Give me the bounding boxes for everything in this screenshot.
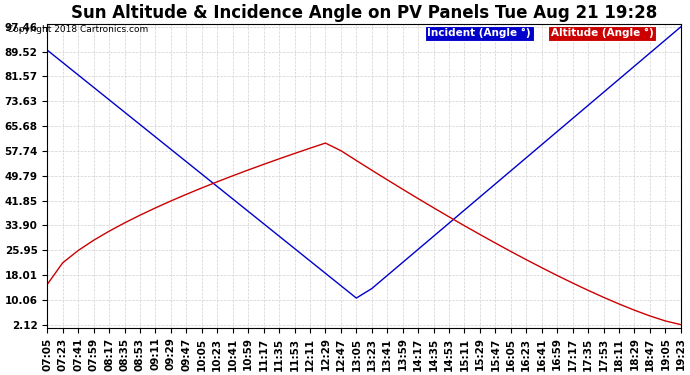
Text: Incident (Angle °): Incident (Angle °) [427, 28, 531, 38]
Text: Altitude (Angle °): Altitude (Angle °) [551, 28, 653, 38]
Title: Sun Altitude & Incidence Angle on PV Panels Tue Aug 21 19:28: Sun Altitude & Incidence Angle on PV Pan… [71, 4, 657, 22]
Text: Copyright 2018 Cartronics.com: Copyright 2018 Cartronics.com [7, 25, 148, 34]
